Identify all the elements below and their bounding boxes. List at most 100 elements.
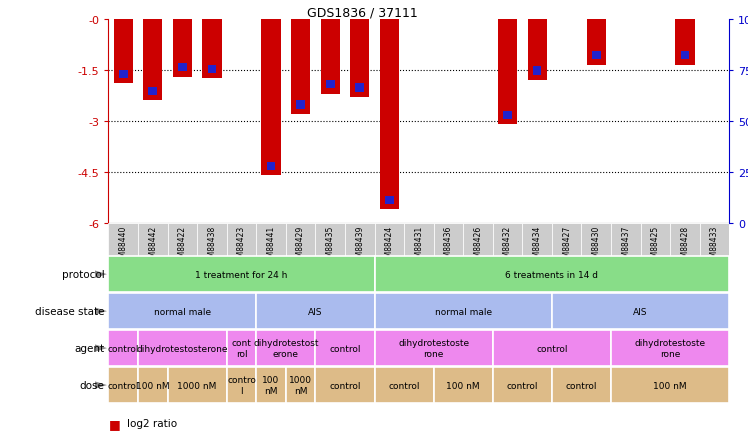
- Bar: [108, 294, 257, 329]
- Polygon shape: [95, 271, 107, 278]
- Bar: [108, 368, 138, 403]
- Text: agent: agent: [75, 343, 105, 353]
- Bar: [296, 101, 305, 110]
- Text: GSM88423: GSM88423: [237, 225, 246, 266]
- Bar: [375, 294, 552, 329]
- Text: GSM88432: GSM88432: [503, 225, 512, 266]
- Text: GSM88431: GSM88431: [414, 225, 423, 266]
- Bar: [375, 224, 404, 256]
- Text: GSM88429: GSM88429: [296, 225, 305, 266]
- Bar: [321, 20, 340, 94]
- Text: 1000 nM: 1000 nM: [177, 381, 217, 390]
- Text: GSM88427: GSM88427: [562, 225, 571, 266]
- Text: GDS1836 / 37111: GDS1836 / 37111: [307, 7, 417, 20]
- Bar: [227, 224, 257, 256]
- Bar: [168, 368, 227, 403]
- Bar: [581, 224, 611, 256]
- Text: control: control: [329, 344, 361, 353]
- Bar: [592, 52, 601, 60]
- Bar: [552, 224, 581, 256]
- Text: 100 nM: 100 nM: [653, 381, 687, 390]
- Text: GSM88434: GSM88434: [533, 225, 542, 266]
- Bar: [326, 81, 334, 89]
- Text: protocol: protocol: [62, 270, 105, 279]
- Text: GSM88441: GSM88441: [266, 225, 275, 266]
- Text: dihydrotestosterone: dihydrotestosterone: [137, 344, 228, 353]
- Text: dihydrotestost
erone: dihydrotestost erone: [253, 339, 319, 358]
- Bar: [434, 368, 493, 403]
- Bar: [178, 64, 187, 72]
- Bar: [257, 294, 375, 329]
- Text: GSM88436: GSM88436: [444, 225, 453, 266]
- Bar: [316, 368, 375, 403]
- Text: AIS: AIS: [634, 307, 648, 316]
- Bar: [385, 196, 393, 205]
- Bar: [493, 224, 522, 256]
- Text: GSM88433: GSM88433: [710, 225, 719, 266]
- Bar: [227, 331, 257, 366]
- Bar: [355, 84, 364, 92]
- Text: control: control: [329, 381, 361, 390]
- Text: 1000
nM: 1000 nM: [289, 375, 312, 395]
- Bar: [208, 66, 216, 74]
- Text: control: control: [506, 381, 538, 390]
- Text: 100 nM: 100 nM: [136, 381, 170, 390]
- Bar: [463, 224, 493, 256]
- Bar: [375, 368, 434, 403]
- Polygon shape: [95, 345, 107, 352]
- Bar: [108, 224, 138, 256]
- Text: GSM88426: GSM88426: [473, 225, 482, 266]
- Text: GSM88430: GSM88430: [592, 225, 601, 266]
- Bar: [138, 368, 168, 403]
- Polygon shape: [95, 381, 107, 389]
- Text: 100 nM: 100 nM: [447, 381, 480, 390]
- Bar: [173, 20, 192, 77]
- Bar: [197, 224, 227, 256]
- Text: dose: dose: [80, 380, 105, 390]
- Text: GSM88437: GSM88437: [622, 225, 631, 266]
- Bar: [527, 20, 547, 81]
- Bar: [202, 20, 221, 79]
- Text: GSM88425: GSM88425: [651, 225, 660, 266]
- Bar: [286, 224, 316, 256]
- Bar: [316, 331, 375, 366]
- Text: disease state: disease state: [35, 306, 105, 316]
- Text: normal male: normal male: [435, 307, 491, 316]
- Bar: [493, 331, 611, 366]
- Text: ■: ■: [108, 432, 120, 434]
- Bar: [670, 224, 699, 256]
- Bar: [699, 224, 729, 256]
- Bar: [375, 331, 493, 366]
- Text: 100
nM: 100 nM: [263, 375, 280, 395]
- Bar: [108, 331, 138, 366]
- Bar: [286, 368, 316, 403]
- Bar: [533, 67, 542, 76]
- Bar: [257, 331, 316, 366]
- Bar: [257, 224, 286, 256]
- Text: control: control: [536, 344, 568, 353]
- Text: GSM88422: GSM88422: [178, 225, 187, 266]
- Bar: [493, 368, 552, 403]
- Text: dihydrotestoste
rone: dihydrotestoste rone: [398, 339, 469, 358]
- Bar: [350, 20, 370, 98]
- Bar: [114, 20, 133, 84]
- Bar: [503, 111, 512, 120]
- Bar: [552, 368, 611, 403]
- Bar: [138, 331, 227, 366]
- Text: normal male: normal male: [154, 307, 211, 316]
- Bar: [552, 294, 729, 329]
- Bar: [168, 224, 197, 256]
- Text: cont
rol: cont rol: [232, 339, 251, 358]
- Bar: [640, 224, 670, 256]
- Bar: [108, 257, 375, 292]
- Bar: [143, 20, 162, 101]
- Bar: [498, 20, 517, 125]
- Bar: [611, 331, 729, 366]
- Text: GSM88438: GSM88438: [207, 225, 216, 266]
- Bar: [375, 257, 729, 292]
- Text: control: control: [108, 381, 139, 390]
- Bar: [138, 224, 168, 256]
- Bar: [380, 20, 399, 210]
- Text: 1 treatment for 24 h: 1 treatment for 24 h: [195, 270, 288, 279]
- Bar: [291, 20, 310, 115]
